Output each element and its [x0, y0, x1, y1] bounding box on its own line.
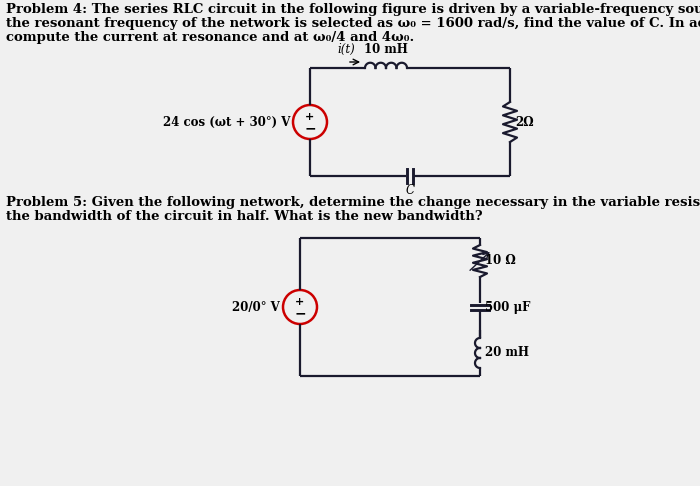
- Text: Problem 5: Given the following network, determine the change necessary in the va: Problem 5: Given the following network, …: [6, 196, 700, 209]
- Text: 20/0° V: 20/0° V: [232, 300, 280, 313]
- Text: 10 Ω: 10 Ω: [485, 255, 516, 267]
- Text: 10 mH: 10 mH: [364, 43, 408, 56]
- Text: Problem 4: The series RLC circuit in the following figure is driven by a variabl: Problem 4: The series RLC circuit in the…: [6, 3, 700, 16]
- Text: −: −: [294, 306, 306, 320]
- Text: 2Ω: 2Ω: [515, 116, 533, 128]
- Text: C: C: [405, 184, 414, 197]
- Text: 20 mH: 20 mH: [485, 347, 529, 360]
- Text: the bandwidth of the circuit in half. What is the new bandwidth?: the bandwidth of the circuit in half. Wh…: [6, 210, 482, 223]
- Text: +: +: [295, 297, 304, 307]
- Text: 500 μF: 500 μF: [485, 300, 531, 313]
- Text: 24 cos (ωt + 30°) V: 24 cos (ωt + 30°) V: [162, 116, 290, 128]
- Text: +: +: [305, 112, 314, 122]
- Text: i(t): i(t): [337, 43, 355, 56]
- Text: compute the current at resonance and at ω₀/4 and 4ω₀.: compute the current at resonance and at …: [6, 31, 414, 44]
- Text: the resonant frequency of the network is selected as ω₀ = 1600 rad/s, find the v: the resonant frequency of the network is…: [6, 17, 700, 30]
- Text: −: −: [304, 121, 316, 135]
